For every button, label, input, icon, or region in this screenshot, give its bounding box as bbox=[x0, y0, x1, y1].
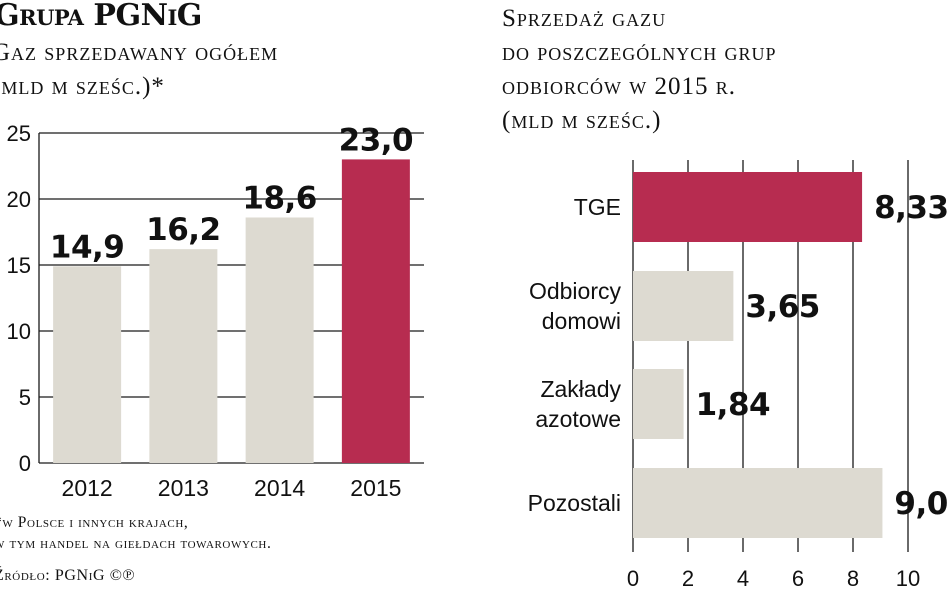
y-category-label: azotowe bbox=[535, 406, 621, 432]
right-chart-title: Sprzedaż gazu do poszczególnych grup odb… bbox=[502, 2, 777, 138]
y-category-label: Zakłady bbox=[540, 376, 621, 402]
bar-pozostali bbox=[633, 468, 883, 538]
bar-value-label: 9,07 bbox=[894, 486, 948, 522]
bar-value-label: 16,2 bbox=[146, 212, 221, 248]
bar-value-label: 23,0 bbox=[339, 122, 414, 158]
bar-value-label: 3,65 bbox=[745, 289, 820, 325]
footnote-line: *w Polsce i innych krajach, bbox=[0, 514, 189, 531]
right-title-line: Sprzedaż gazu bbox=[502, 5, 667, 32]
bar-2013 bbox=[149, 249, 218, 463]
y-tick-label: 0 bbox=[19, 451, 31, 476]
left-subtitle-line: Gaz sprzedawany ogółem bbox=[0, 39, 279, 66]
x-category-label: 2015 bbox=[350, 475, 401, 501]
bar-odbiorcy-domowi bbox=[633, 271, 734, 341]
x-category-label: 2012 bbox=[62, 475, 113, 501]
x-tick-label: 2 bbox=[682, 566, 694, 591]
left-subtitle-line: (mld m sześc.)* bbox=[0, 73, 165, 100]
bar-value-label: 1,84 bbox=[696, 387, 771, 423]
bar-value-label: 18,6 bbox=[242, 180, 317, 216]
left-chart-subtitle: Gaz sprzedawany ogółem (mld m sześc.)* bbox=[0, 36, 278, 104]
x-tick-label: 0 bbox=[627, 566, 639, 591]
y-tick-label: 20 bbox=[7, 187, 31, 212]
y-category-label: Pozostali bbox=[528, 490, 621, 516]
x-tick-label: 10 bbox=[896, 566, 920, 591]
y-category-label: domowi bbox=[542, 308, 621, 334]
y-tick-label: 25 bbox=[7, 121, 31, 146]
y-tick-label: 15 bbox=[7, 253, 31, 278]
footnote: *w Polsce i innych krajach, w tym handel… bbox=[0, 512, 271, 554]
y-tick-label: 5 bbox=[19, 385, 31, 410]
y-tick-label: 10 bbox=[7, 319, 31, 344]
bar-value-label: 8,33 bbox=[874, 190, 948, 226]
bar-2012 bbox=[53, 266, 122, 463]
right-title-line: odbiorców w 2015 r. bbox=[502, 73, 736, 100]
bar-zakłady-azotowe bbox=[633, 369, 684, 439]
bar-2015 bbox=[341, 159, 410, 463]
bar-2014 bbox=[245, 217, 314, 463]
bar-value-label: 14,9 bbox=[50, 229, 125, 265]
bar-tge bbox=[633, 172, 863, 242]
x-tick-label: 6 bbox=[792, 566, 804, 591]
y-category-label: TGE bbox=[574, 194, 621, 220]
x-category-label: 2013 bbox=[158, 475, 209, 501]
y-category-label: Odbiorcy bbox=[529, 278, 622, 304]
x-tick-label: 4 bbox=[737, 566, 749, 591]
right-title-line: (mld m sześc.) bbox=[502, 107, 662, 134]
footnote-line: w tym handel na giełdach towarowych. bbox=[0, 535, 272, 552]
x-category-label: 2014 bbox=[254, 475, 305, 501]
x-tick-label: 8 bbox=[847, 566, 859, 591]
source-credit: Źródło: PGNiG ©℗ bbox=[0, 567, 136, 584]
left-chart-title: Grupa PGNiG bbox=[0, 0, 202, 33]
right-title-line: do poszczególnych grup bbox=[502, 39, 777, 66]
